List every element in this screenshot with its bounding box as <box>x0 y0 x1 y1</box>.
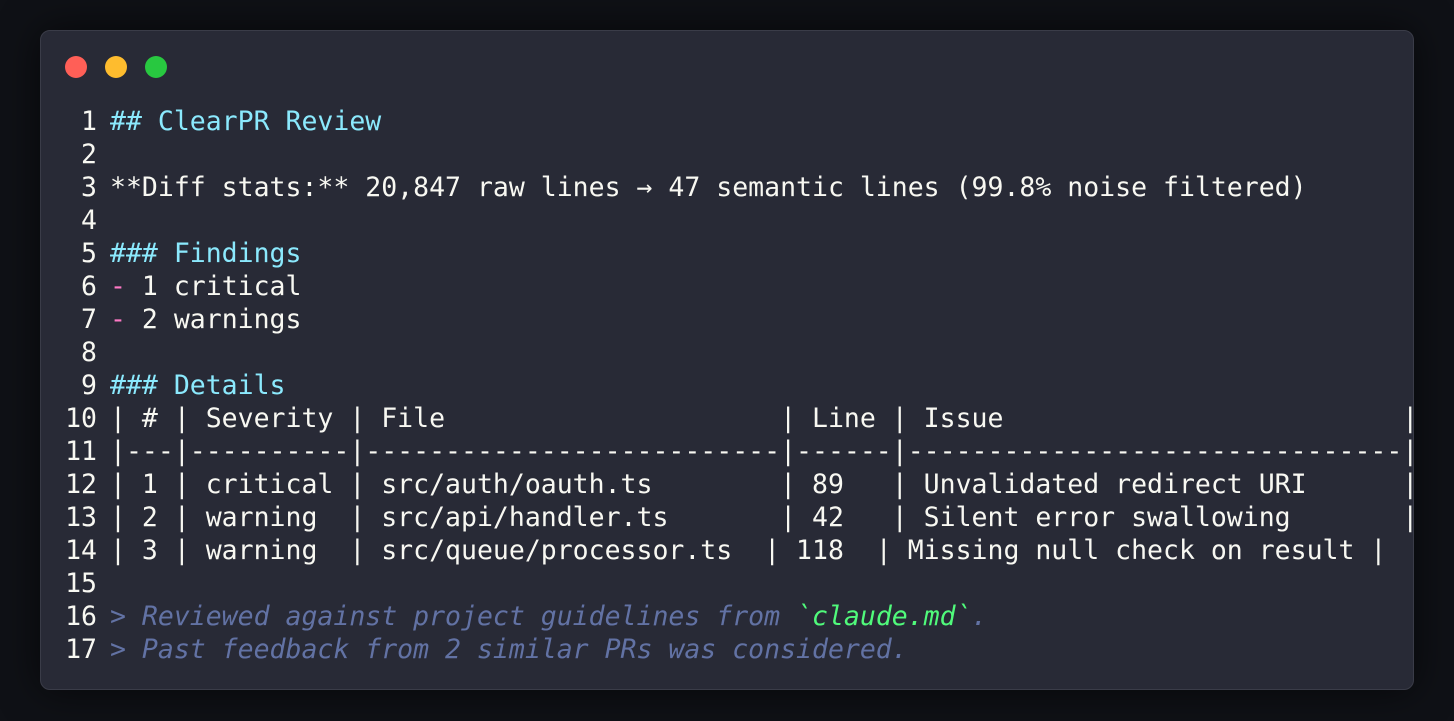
code-line: 4 <box>41 204 1418 237</box>
code-line: 9 ### Details <box>41 369 1418 402</box>
close-button[interactable] <box>65 56 87 78</box>
code-text-heading: ### Findings <box>110 238 302 269</box>
code-text-plain: | 2 | warning | src/api/handler.ts | 42 … <box>110 502 1419 533</box>
line-number: 3 <box>81 172 97 203</box>
code-text-heading: ## ClearPR Review <box>110 106 382 137</box>
line-number: 8 <box>81 337 97 368</box>
code-text-bullet: - <box>110 271 126 302</box>
line-number: 6 <box>81 271 97 302</box>
code-text-plain: | 3 | warning | src/queue/processor.ts |… <box>110 535 1387 566</box>
line-number: 16 <box>65 601 97 632</box>
minimize-button[interactable] <box>105 56 127 78</box>
line-number: 12 <box>65 469 97 500</box>
code-text-bullet: - <box>110 304 126 335</box>
code-line: 3 **Diff stats:** 20,847 raw lines → 47 s… <box>41 171 1418 204</box>
code-line: 1 ## ClearPR Review <box>41 105 1418 138</box>
code-line: 15 <box>41 567 1418 600</box>
line-number: 4 <box>81 205 97 236</box>
code-text-quote: > Past feedback from 2 similar PRs was c… <box>110 634 908 665</box>
line-number: 2 <box>81 139 97 170</box>
code-content: 1 ## ClearPR Review 2 3 **Diff stats:** 20,8… <box>41 105 1418 666</box>
code-text-inline-code: `claude.md` <box>796 601 972 632</box>
code-text-plain: 1 critical <box>125 271 302 302</box>
code-line: 17 > Past feedback from 2 similar PRs was… <box>41 633 1418 666</box>
code-line: 11 |---|----------|----------------------… <box>41 435 1418 468</box>
code-line: 10 | # | Severity | File | Line | Issue | <box>41 402 1418 435</box>
line-number: 13 <box>65 502 97 533</box>
terminal-window: 1 ## ClearPR Review 2 3 **Diff stats:** 20,8… <box>40 30 1418 690</box>
code-text-quote: . <box>971 601 988 632</box>
code-text-plain: **Diff stats:** 20,847 raw lines → 47 se… <box>110 172 1307 203</box>
line-number: 1 <box>81 106 97 137</box>
code-line: 7- 2 warnings <box>41 303 1418 336</box>
code-line: 5 ### Findings <box>41 237 1418 270</box>
line-number: 9 <box>81 370 97 401</box>
line-number: 15 <box>65 568 97 599</box>
code-text-plain: | # | Severity | File | Line | Issue | <box>110 403 1419 434</box>
code-text-plain: |---|----------|------------------------… <box>110 436 1419 467</box>
maximize-button[interactable] <box>145 56 167 78</box>
line-number: 17 <box>65 634 97 665</box>
line-number: 7 <box>81 304 97 335</box>
code-text-quote: > Reviewed against project guidelines fr… <box>110 601 797 632</box>
code-line: 12 | 1 | critical | src/auth/oauth.ts | 8… <box>41 468 1418 501</box>
code-text-plain: | 1 | critical | src/auth/oauth.ts | 89 … <box>110 469 1419 500</box>
line-number: 11 <box>65 436 97 467</box>
code-text-plain: 2 warnings <box>125 304 302 335</box>
code-line: 16 > Reviewed against project guidelines … <box>41 600 1418 633</box>
code-line: 2 <box>41 138 1418 171</box>
line-number: 5 <box>81 238 97 269</box>
code-line: 13 | 2 | warning | src/api/handler.ts | 4… <box>41 501 1418 534</box>
line-number: 10 <box>65 403 97 434</box>
line-number: 14 <box>65 535 97 566</box>
code-line: 8 <box>41 336 1418 369</box>
code-line: 14 | 3 | warning | src/queue/processor.ts… <box>41 534 1418 567</box>
code-text-heading: ### Details <box>110 370 286 401</box>
code-line: 6- 1 critical <box>41 270 1418 303</box>
